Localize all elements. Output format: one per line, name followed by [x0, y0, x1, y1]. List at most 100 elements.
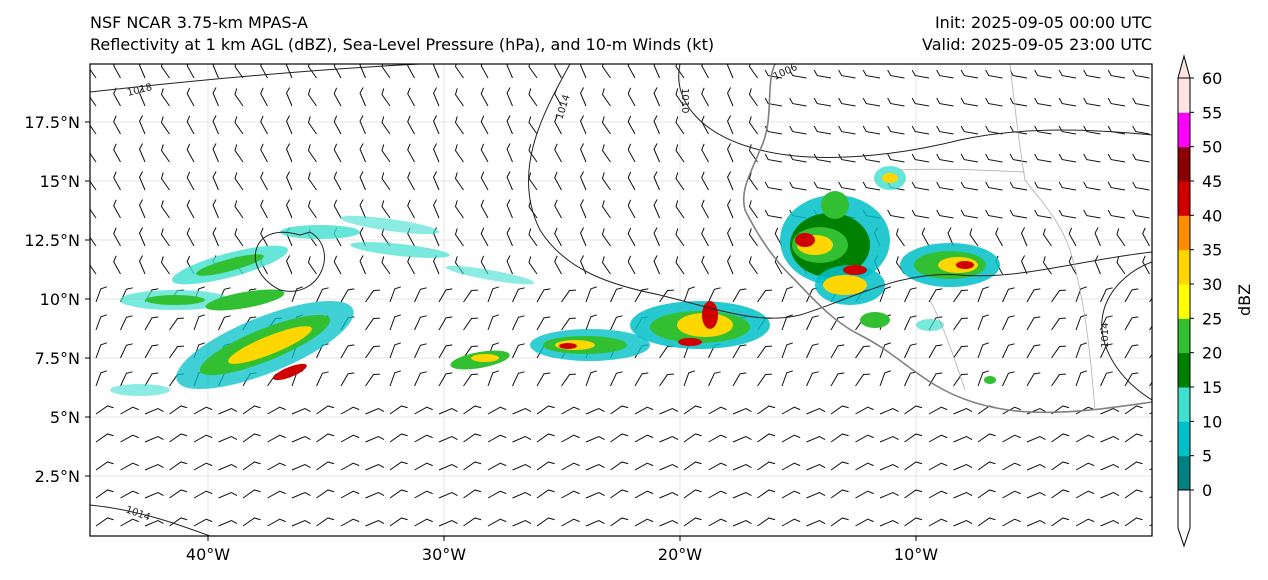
- wind-barb: [506, 115, 513, 135]
- colorbar-tick-label: 5: [1202, 447, 1212, 466]
- wind-barb: [90, 88, 97, 107]
- wind-barb: [830, 517, 849, 527]
- wind-barb: [120, 343, 133, 359]
- wind-barb: [627, 227, 636, 247]
- wind-barb: [1083, 125, 1101, 135]
- wind-barb: [1020, 227, 1028, 247]
- colorbar-swatch: [1178, 112, 1190, 148]
- wind-barb: [554, 115, 562, 135]
- wind-barb: [1002, 406, 1021, 415]
- wind-barb: [977, 314, 990, 331]
- wind-barb: [407, 171, 415, 191]
- wind-barb: [879, 463, 899, 471]
- wind-barb: [160, 64, 170, 79]
- wind-barb: [977, 489, 996, 499]
- wind-barb: [512, 519, 532, 527]
- wind-barb: [977, 370, 990, 387]
- wind-barb: [579, 143, 587, 163]
- wind-barb: [936, 69, 954, 79]
- wind-barb: [512, 371, 525, 387]
- wind-barb: [506, 199, 513, 219]
- colorbar-swatch: [1178, 421, 1190, 457]
- wind-barb: [764, 153, 783, 163]
- wind-barb: [634, 288, 649, 303]
- colorbar-under-extension: [1177, 489, 1191, 548]
- wind-barb: [855, 462, 874, 471]
- wind-barb: [830, 433, 849, 443]
- wind-barb: [120, 315, 133, 331]
- wind-barb: [585, 314, 598, 331]
- wind-barb: [653, 171, 660, 191]
- wind-barb: [463, 517, 482, 527]
- wind-barb: [438, 491, 458, 499]
- wind-barb: [806, 519, 826, 527]
- wind-barb: [708, 287, 721, 303]
- wind-barb: [764, 209, 783, 219]
- wind-barb: [879, 342, 892, 359]
- wind-barb: [316, 489, 335, 499]
- wind-barb: [610, 315, 623, 331]
- wind-barb: [675, 116, 685, 135]
- wind-barb: [610, 287, 623, 303]
- lat-tick-15n: 15°N: [40, 172, 80, 191]
- wind-barb: [242, 405, 261, 415]
- wind-barb: [732, 519, 752, 527]
- wind-barb: [653, 87, 660, 107]
- wind-barb: [1026, 316, 1041, 331]
- wind-barb: [454, 200, 464, 219]
- wind-barb: [653, 115, 660, 135]
- wind-barb: [838, 97, 856, 107]
- wind-barb: [1100, 463, 1120, 471]
- wind-barb: [487, 314, 500, 331]
- wind-barb: [928, 518, 948, 527]
- wind-barb: [95, 433, 114, 443]
- wind-barb: [1009, 97, 1028, 107]
- wind-barb: [911, 209, 930, 219]
- wind-barb: [407, 143, 415, 163]
- wind-barb: [830, 405, 849, 415]
- wind-barb: [144, 491, 164, 499]
- wind-barb: [414, 462, 433, 471]
- wind-barb: [506, 64, 513, 79]
- wind-barb: [732, 435, 752, 443]
- wind-barb: [1083, 69, 1101, 79]
- wind-barb: [1124, 288, 1139, 303]
- colorbar-swatch: [1178, 318, 1190, 354]
- wind-barb: [120, 371, 133, 387]
- wind-barb: [528, 116, 538, 135]
- wind-barb: [212, 227, 219, 247]
- wind-barb: [1107, 209, 1126, 219]
- wind-barb: [186, 199, 195, 219]
- wind-barb: [726, 171, 734, 191]
- wind-barb: [1034, 69, 1052, 79]
- wind-barb: [463, 461, 482, 471]
- wind-barb: [708, 518, 727, 527]
- wind-barb: [1083, 153, 1101, 163]
- valid-time: Valid: 2025-09-05 23:00 UTC: [921, 35, 1152, 54]
- wind-barb: [585, 370, 598, 387]
- wind-barb: [659, 289, 674, 303]
- wind-barb: [789, 97, 807, 107]
- wind-barb: [732, 491, 752, 499]
- wind-barb: [432, 171, 440, 191]
- wind-barb: [579, 227, 587, 247]
- wind-barb: [764, 69, 783, 79]
- wind-barb: [95, 405, 114, 415]
- wind-barb: [1132, 125, 1150, 135]
- wind-barb: [764, 97, 783, 107]
- wind-barb: [1051, 405, 1070, 415]
- wind-barb: [113, 115, 121, 135]
- wind-barb: [781, 434, 801, 443]
- wind-barb: [659, 435, 679, 443]
- wind-barb: [610, 371, 623, 387]
- wind-barb: [113, 171, 121, 191]
- wind-barb: [879, 491, 899, 499]
- wind-barb: [1107, 181, 1126, 191]
- wind-barb: [1068, 227, 1077, 247]
- wind-barb: [732, 372, 747, 387]
- wind-barb: [193, 490, 213, 499]
- wind-barb: [340, 406, 360, 415]
- wind-barb: [316, 287, 329, 303]
- wind-barb: [1034, 209, 1052, 219]
- wind-barb: [862, 125, 881, 135]
